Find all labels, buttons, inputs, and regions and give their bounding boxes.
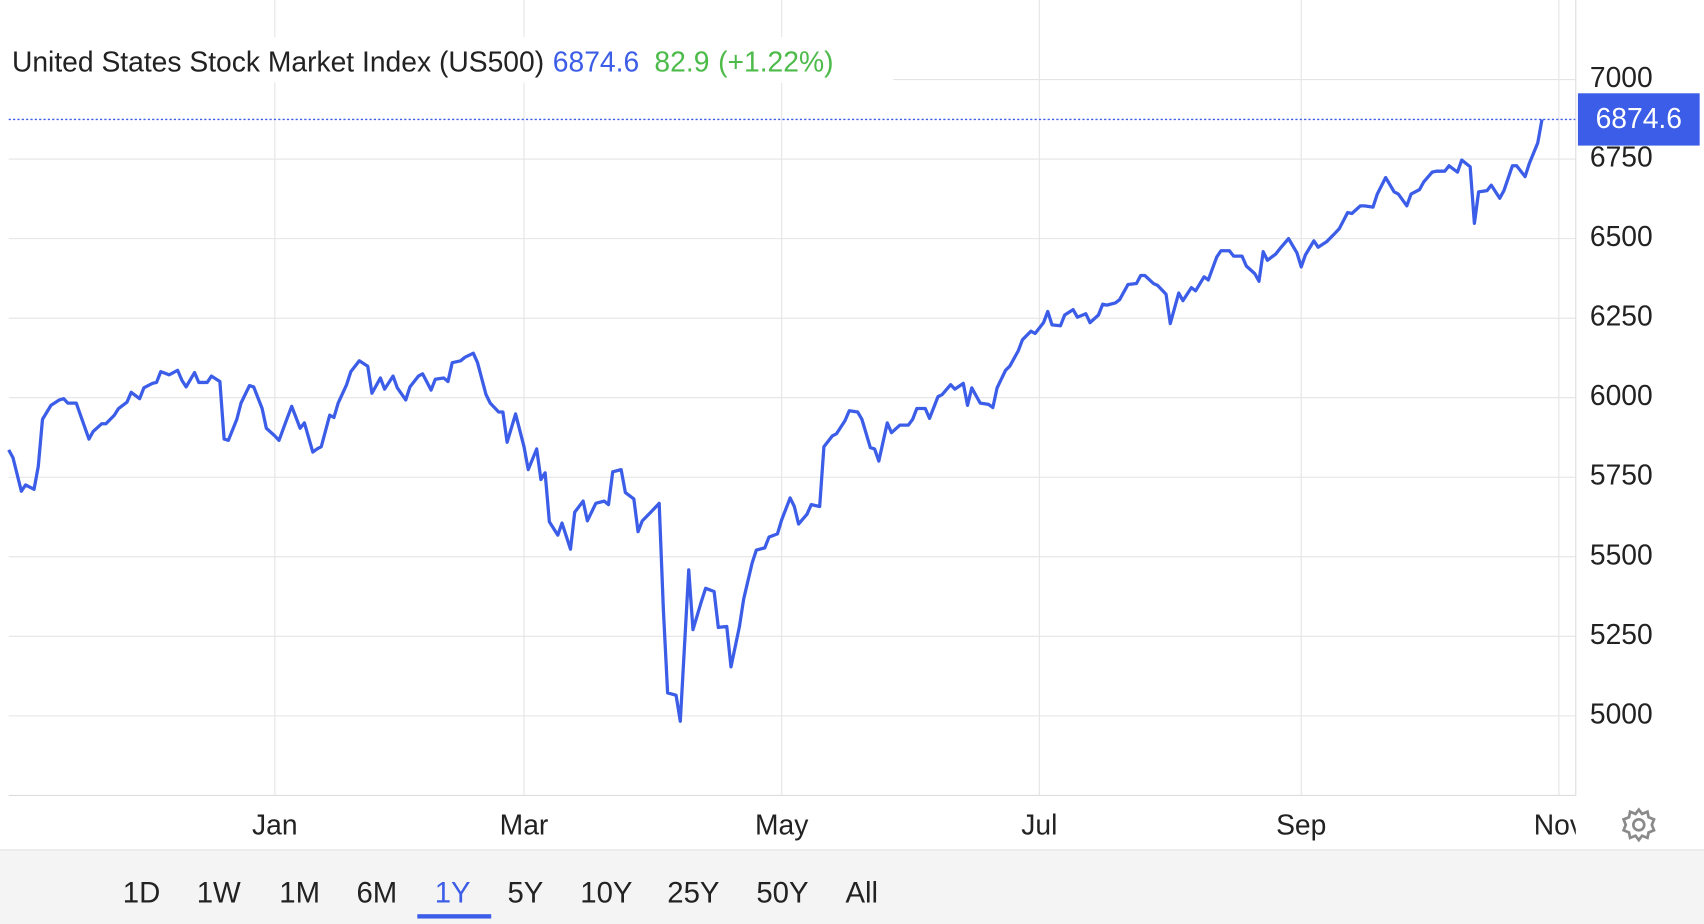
y-tick-label: 5250: [1590, 618, 1653, 650]
title: United States Stock Market Index (US500): [12, 46, 544, 78]
plot: [7, 118, 1576, 723]
y-tick-label: 6500: [1590, 220, 1653, 252]
x-tick-label: Nov: [1534, 808, 1585, 840]
x-tick-label: Sep: [1276, 808, 1326, 840]
y-tick-label: 6750: [1590, 141, 1653, 173]
y-tick-label: 5750: [1590, 459, 1653, 491]
y-tick-label: 7000: [1590, 61, 1653, 93]
last-price-box: [1577, 93, 1700, 146]
x-tick-label: Jul: [1021, 808, 1057, 840]
title-background: [0, 37, 894, 83]
range-button[interactable]: 1W: [197, 876, 241, 909]
range-button[interactable]: 1D: [123, 876, 161, 909]
settings-icon[interactable]: [1621, 807, 1656, 843]
range-selected-underline: [417, 914, 492, 919]
change: 82.9: [654, 46, 709, 78]
range-button[interactable]: 5Y: [508, 876, 544, 909]
last-price-label: 6874.6: [1596, 102, 1682, 134]
y-tick-label: 5500: [1590, 538, 1653, 570]
range-button[interactable]: All: [845, 876, 878, 909]
grid: [8, 0, 1576, 796]
x-tick-label: Jan: [252, 808, 298, 840]
chart-title: United States Stock Market Index (US500)…: [12, 46, 834, 78]
price: 6874.6: [553, 46, 639, 78]
x-tick-label: Mar: [500, 808, 549, 840]
change-percent: (+1.22%): [718, 46, 833, 78]
range-button[interactable]: 25Y: [667, 876, 719, 909]
y-tick-label: 6000: [1590, 379, 1653, 411]
y-tick-label: 6250: [1590, 300, 1653, 332]
range-button[interactable]: 6M: [356, 876, 397, 909]
x-tick-label: May: [755, 808, 809, 840]
range-button[interactable]: 50Y: [756, 876, 808, 909]
y-tick-label: 5000: [1590, 697, 1653, 729]
range-button[interactable]: 1M: [279, 876, 320, 909]
price-line: [7, 119, 1544, 723]
range-button[interactable]: 10Y: [580, 876, 632, 909]
range-button[interactable]: 1Y: [435, 876, 471, 909]
range-bar: [0, 849, 1704, 924]
